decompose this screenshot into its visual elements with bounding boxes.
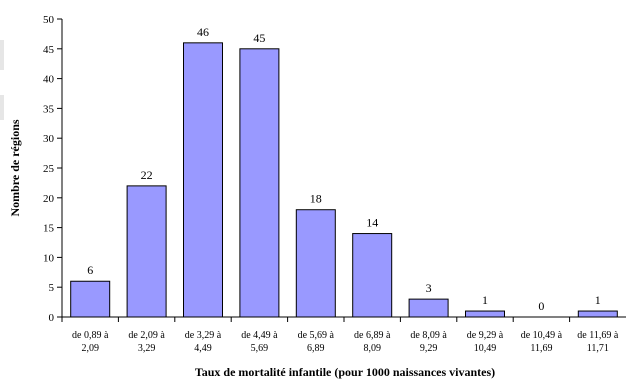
category-label: 11,69: [530, 343, 552, 354]
data-label: 14: [366, 216, 378, 230]
bar: [183, 42, 223, 318]
y-axis-title: Nombre de régions: [8, 119, 22, 216]
y-tick-label: 15: [43, 223, 55, 235]
bars: [70, 42, 618, 318]
y-tick-label: 40: [43, 74, 55, 86]
y-tick-label: 35: [43, 103, 55, 115]
category-label: 10,49: [474, 343, 497, 354]
bar: [239, 48, 280, 318]
left-edge-strip-1: [0, 40, 4, 70]
category-label: 4,49: [194, 343, 212, 354]
y-tick-label: 30: [43, 133, 55, 145]
y-tick-label: 5: [49, 282, 55, 294]
category-label: de 10,49 à: [521, 330, 563, 341]
y-tick-label: 50: [43, 14, 55, 26]
bar: [408, 298, 449, 318]
data-label: 46: [197, 25, 209, 39]
bar: [70, 280, 111, 318]
category-label: de 9,29 à: [467, 330, 504, 341]
y-tick-label: 10: [43, 252, 55, 264]
data-label: 3: [426, 281, 432, 295]
y-axis: 0 5 10 15 20 25 30 35 40 45 50: [43, 14, 63, 324]
y-tick-label: 20: [43, 193, 55, 205]
data-label: 22: [141, 168, 153, 182]
category-label: de 3,29 à: [185, 330, 222, 341]
x-axis-title: Taux de mortalité infantile (pour 1000 n…: [195, 365, 495, 379]
category-label: 9,29: [420, 343, 438, 354]
category-label: 3,29: [138, 343, 156, 354]
category-label: de 0,89 à: [72, 330, 109, 341]
category-label: de 4,49 à: [241, 330, 278, 341]
y-tick-label: 25: [43, 163, 55, 175]
category-label: de 8,09 à: [410, 330, 447, 341]
data-label: 6: [87, 263, 93, 277]
data-label: 0: [538, 299, 544, 313]
category-label: de 5,69 à: [298, 330, 335, 341]
y-tick-label: 0: [49, 312, 55, 324]
category-label: 11,71: [587, 343, 609, 354]
x-axis: [61, 316, 626, 322]
bar: [577, 310, 618, 318]
category-label: 6,89: [307, 343, 325, 354]
category-label: 8,09: [363, 343, 381, 354]
data-labels: 6 22 46 45 18 14 3 1 0 1: [87, 25, 601, 313]
category-label: de 11,69 à: [577, 330, 619, 341]
category-label: 5,69: [251, 343, 269, 354]
left-edge-strip-2: [0, 95, 4, 120]
data-label: 45: [253, 31, 265, 45]
bar: [352, 233, 393, 318]
category-label: de 6,89 à: [354, 330, 391, 341]
y-tick-label: 45: [43, 44, 55, 56]
bar: [295, 209, 336, 318]
category-labels: de 0,89 à 2,09 de 2,09 à 3,29 de 3,29 à 4,49 d…: [72, 330, 619, 354]
category-label: 2,09: [81, 343, 99, 354]
bar: [465, 310, 505, 318]
bar: [126, 185, 167, 318]
data-label: 1: [595, 293, 601, 307]
data-label: 1: [482, 293, 488, 307]
data-label: 18: [310, 192, 322, 206]
category-label: de 2,09 à: [128, 330, 165, 341]
